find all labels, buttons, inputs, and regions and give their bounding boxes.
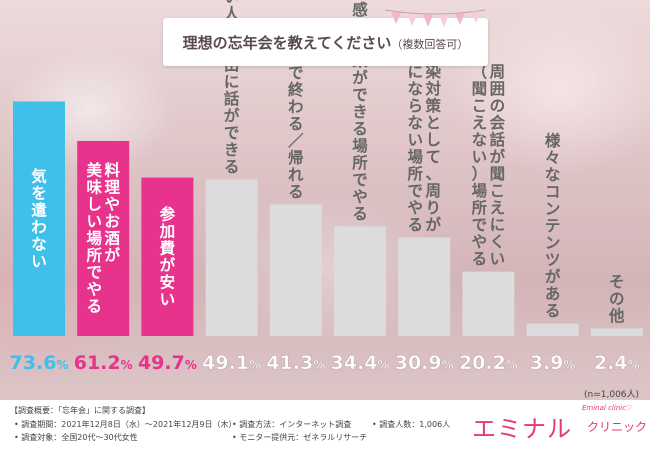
brand-logo: エミナル — [472, 415, 572, 443]
footer-period: • 調査期間：2021年12月8日（水）～2021年12月9日（木） — [14, 420, 237, 429]
bar-9 — [526, 323, 579, 336]
logo-tagline: Eminal clinic♡ — [582, 404, 633, 412]
bar-chart: 気を遣わない 料理やお酒が美味しい場所でやる 参加費が安い 話したい人と自由に話ができ… — [10, 0, 643, 374]
category-label-9: 様々なコンテンツがある — [545, 131, 561, 320]
bar-2 — [77, 140, 130, 336]
chart-title-card: 理想の忘年会を教えてください（複数回答可） — [163, 18, 488, 66]
category-label-4: 話したい人と自由に話ができる — [224, 0, 240, 176]
chart-title: 理想の忘年会を教えてください（複数回答可） — [163, 32, 488, 53]
category-label-1: 気を遣わない — [31, 166, 47, 270]
category-label-8: 周囲の会話が聞こえにくい（聞こえない）場所でやる — [472, 63, 506, 268]
chart-title-main: 理想の忘年会を教えてください — [182, 34, 392, 52]
bar-5 — [269, 204, 322, 336]
value-label-2: 61.2% — [74, 352, 133, 374]
bar-4 — [205, 179, 258, 336]
footer-respondents: • 調査人数：1,006人 — [372, 420, 451, 429]
bar-8 — [462, 271, 515, 336]
brand-logo-sub: クリニック — [587, 420, 648, 434]
category-label-6: 感染対策ができる場所でやる — [351, 0, 368, 223]
value-label-6: 34.4% — [331, 352, 390, 374]
survey-footer: 【調査概要：「忘年会」に関する調査】 • 調査期間：2021年12月8日（水）～… — [0, 400, 650, 450]
bar-6 — [334, 226, 386, 336]
footer-method: • 調査方法：インターネット調査 — [232, 420, 352, 429]
value-label-3: 49.7% — [138, 352, 197, 374]
bar-3 — [141, 177, 194, 336]
value-label-10: 2.4% — [594, 352, 640, 374]
bar-7 — [398, 237, 451, 336]
value-label-4: 49.1% — [202, 352, 261, 374]
bunting-decoration-icon — [384, 9, 486, 27]
category-label-2: 料理やお酒が美味しい場所でやる — [86, 161, 120, 316]
category-label-3: 参加費が安い — [159, 204, 176, 308]
value-label-1: 73.6% — [10, 352, 69, 374]
value-label-7: 30.9% — [395, 352, 454, 374]
value-label-8: 20.2% — [459, 352, 518, 374]
category-label-7: 感染対策として、周りが気にならない場所でやる — [407, 45, 441, 234]
footer-target: • 調査対象：全国20代～30代女性 — [14, 433, 138, 442]
bar-10 — [590, 328, 643, 336]
chart-subtitle: （複数回答可） — [391, 38, 469, 51]
footer-heading: 【調査概要：「忘年会」に関する調査】 — [10, 406, 150, 415]
footer-provider: • モニター提供元：ゼネラルリサーチ — [232, 433, 368, 442]
category-label-10: その他 — [608, 273, 625, 325]
bar-1 — [13, 101, 65, 336]
sample-size-note: (n=1,006人) — [584, 390, 640, 400]
value-label-5: 41.3% — [266, 352, 325, 374]
value-label-9: 3.9% — [530, 352, 576, 374]
